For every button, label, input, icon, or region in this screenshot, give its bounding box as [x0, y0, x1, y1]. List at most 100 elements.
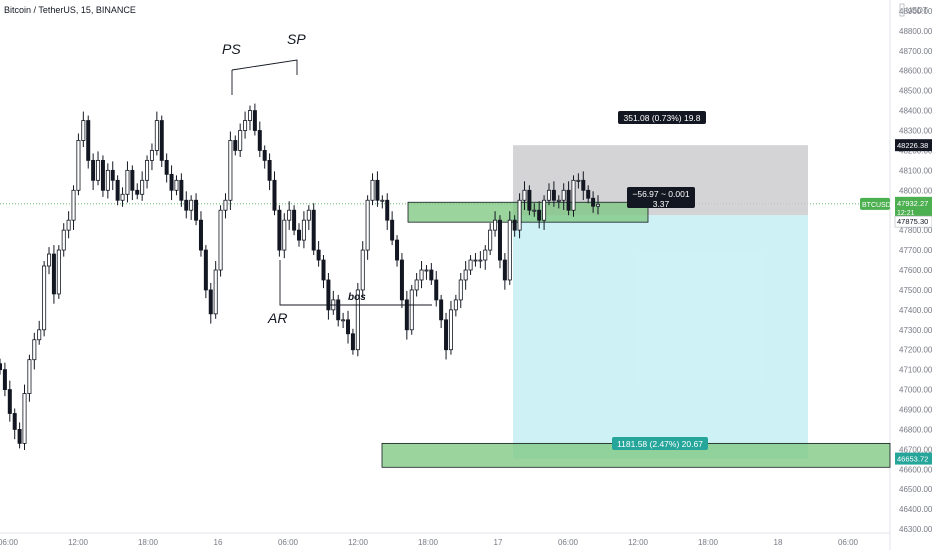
price-tick-label: 48600.00	[899, 67, 932, 76]
price-tick-label: 47200.00	[899, 346, 932, 355]
symbol-tag-text: BTCUSDT	[862, 202, 896, 209]
target-label[interactable]: 351.08 (0.73%) 19.8	[618, 111, 706, 124]
candle	[203, 245, 208, 299]
candle	[596, 195, 601, 215]
candle-body	[380, 199, 385, 202]
candle-body	[262, 150, 267, 161]
candle	[306, 205, 311, 230]
currency-lock-icon[interactable]	[899, 3, 905, 17]
candle-body	[47, 253, 52, 267]
candle-body	[42, 265, 47, 331]
price-tag-stop[interactable]: 46653.72	[895, 452, 932, 465]
candle-body	[135, 189, 140, 195]
time-tick-label: 06:00	[558, 538, 579, 547]
candle	[537, 201, 542, 229]
candle-body	[546, 189, 551, 201]
price-tag-target[interactable]: 48226.38	[895, 139, 932, 152]
candle	[488, 223, 493, 256]
candle-body	[130, 169, 135, 191]
candle	[493, 211, 498, 237]
candle-body	[463, 269, 468, 281]
candle	[591, 191, 596, 213]
ps-sp-line[interactable]	[231, 59, 298, 75]
price-tick-label: 48800.00	[899, 27, 932, 36]
candle	[532, 203, 537, 217]
position-stop-box[interactable]	[513, 215, 808, 459]
candle-body	[424, 269, 429, 272]
price-tick-label: 47800.00	[899, 226, 932, 235]
candle-body	[478, 259, 483, 262]
candle-body	[297, 229, 302, 241]
candle-body	[169, 173, 174, 191]
candle-body	[51, 253, 56, 295]
candle	[66, 211, 71, 239]
candle-body	[100, 159, 105, 191]
price-tick-label: 48300.00	[899, 127, 932, 136]
bos-line[interactable]	[279, 260, 432, 306]
candle-body	[566, 189, 571, 211]
stop-label-bg	[612, 437, 708, 450]
candle	[71, 185, 76, 230]
price-tag-value: 47932.27	[897, 199, 928, 208]
candle	[478, 251, 483, 269]
candle	[223, 193, 228, 219]
candle	[179, 173, 184, 207]
price-tick-label: 46600.00	[899, 465, 932, 474]
current-price-tag[interactable]: BTCUSDT 47932.27 12:21	[860, 196, 932, 219]
price-tag-stop-bg	[895, 452, 932, 465]
stop-label[interactable]: 1181.58 (2.47%) 20.67	[612, 437, 708, 450]
candle	[272, 171, 277, 216]
candle	[91, 153, 96, 191]
candle-body	[556, 199, 561, 202]
candle	[154, 111, 159, 156]
candle	[262, 145, 267, 169]
candle-body	[76, 140, 81, 191]
price-tick-label: 46800.00	[899, 425, 932, 434]
candle-body	[311, 209, 316, 251]
candle	[561, 183, 566, 211]
candle	[194, 193, 199, 226]
candle	[47, 247, 52, 275]
candle	[341, 312, 346, 328]
candle-body	[326, 279, 331, 311]
candle-body	[306, 209, 311, 221]
time-tick-label: 16	[214, 538, 223, 547]
candle	[37, 320, 42, 345]
candle	[252, 103, 257, 136]
price-tag-entry[interactable]: 47875.30	[894, 215, 932, 228]
price-tick-label: 48500.00	[899, 87, 932, 96]
price-tick-label: 46900.00	[899, 406, 932, 415]
candle-body	[203, 249, 208, 291]
candle-body	[228, 140, 233, 201]
stop-label-text: 1181.58 (2.47%) 20.67	[617, 439, 703, 449]
candle	[198, 211, 203, 257]
candle	[355, 282, 360, 357]
candle-body	[247, 110, 252, 121]
price-tick-label: 47400.00	[899, 306, 932, 315]
candle	[546, 183, 551, 206]
candle-body	[125, 169, 130, 195]
candle	[331, 290, 336, 315]
candle	[458, 272, 463, 309]
candle	[12, 408, 17, 440]
candle-body	[448, 309, 453, 351]
candle	[522, 181, 527, 211]
candle	[551, 181, 556, 207]
candle	[350, 328, 355, 355]
candle	[444, 312, 449, 360]
currency-label: USDT	[906, 6, 928, 15]
candle-body	[257, 130, 262, 151]
candle-body	[444, 319, 449, 351]
price-tick-label: 46400.00	[899, 505, 932, 514]
candle	[566, 181, 571, 216]
candle	[360, 241, 365, 299]
candle-body	[272, 179, 277, 211]
candle-body	[105, 169, 110, 191]
candle	[115, 175, 120, 206]
candle-body	[0, 363, 3, 371]
time-tick-label: 06:00	[278, 538, 299, 547]
candle	[130, 165, 135, 201]
